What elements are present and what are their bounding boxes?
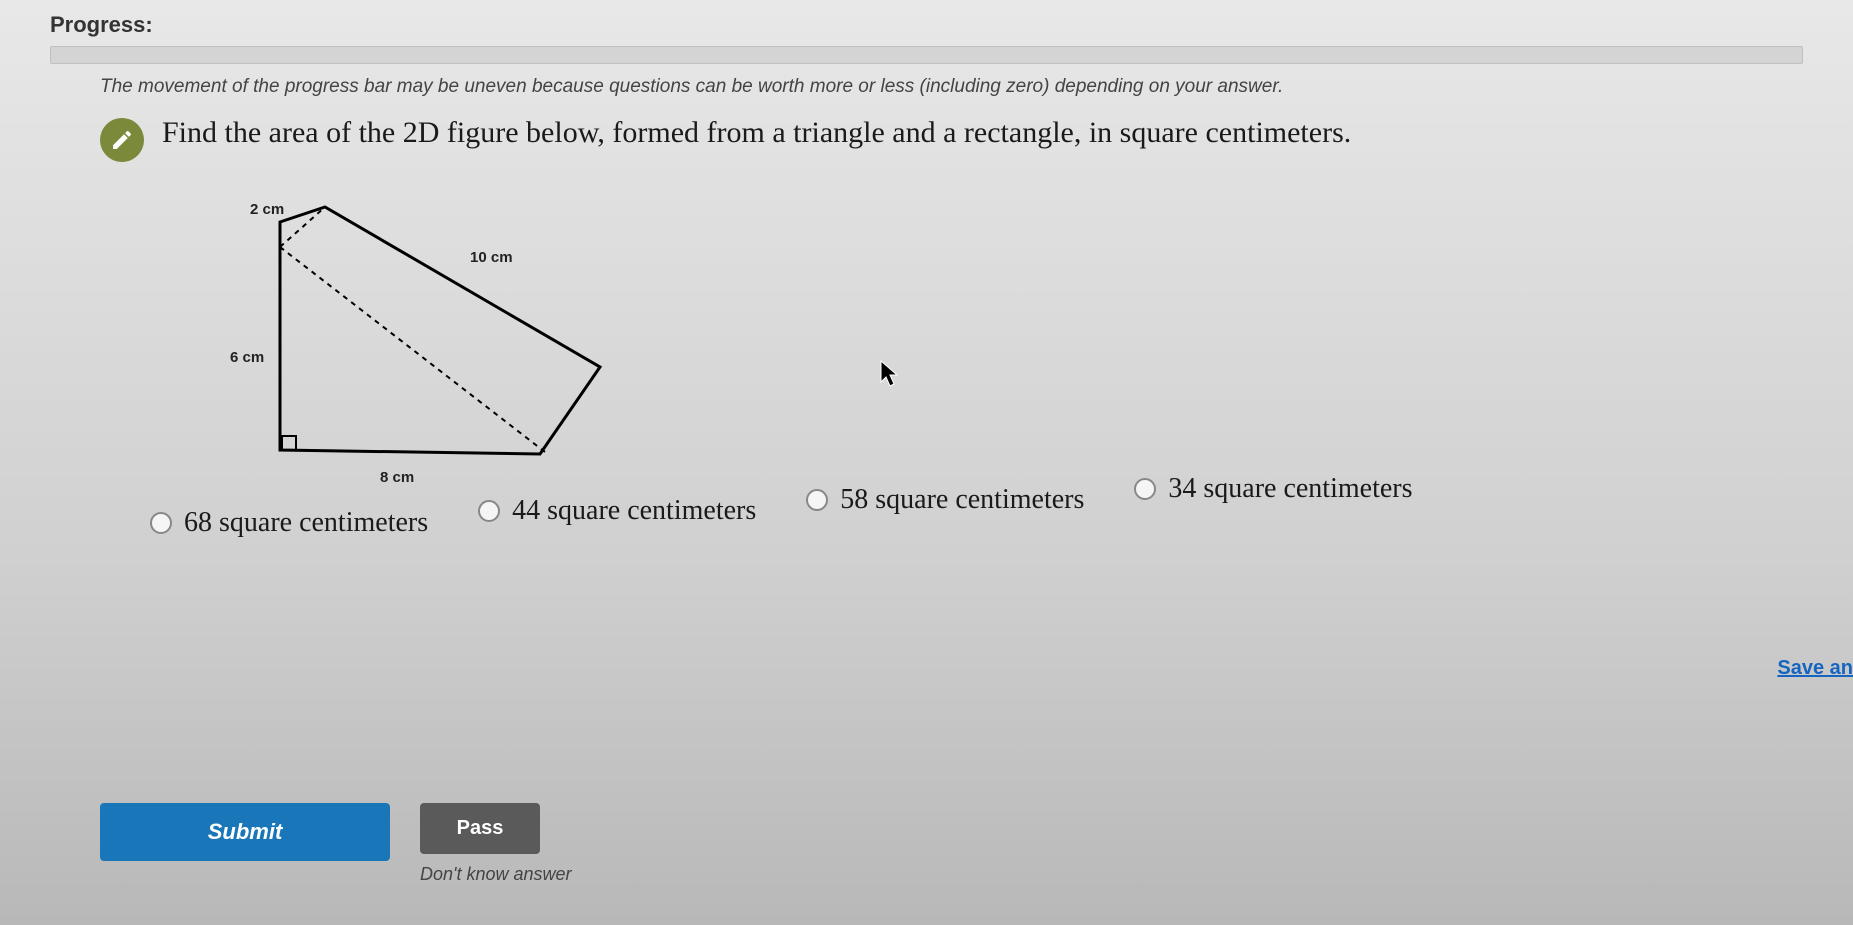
answer-label: 68 square centimeters xyxy=(184,507,428,539)
save-link[interactable]: Save an xyxy=(1777,657,1853,680)
question-row: Find the area of the 2D figure below, fo… xyxy=(0,116,1853,162)
answer-label: 34 square centimeters xyxy=(1168,473,1412,505)
radio-icon xyxy=(806,489,828,511)
bottom-bar: Submit Pass Don't know answer xyxy=(100,803,1823,885)
radio-icon xyxy=(478,500,500,522)
answer-option-2[interactable]: 44 square centimeters xyxy=(478,495,756,527)
figure-label-bottom: 8 cm xyxy=(380,469,414,486)
submit-button[interactable]: Submit xyxy=(100,803,390,861)
answer-option-1[interactable]: 68 square centimeters xyxy=(150,507,428,539)
question-text: Find the area of the 2D figure below, fo… xyxy=(162,116,1351,150)
figure-label-left: 6 cm xyxy=(230,349,264,366)
radio-icon xyxy=(1134,478,1156,500)
dont-know-label: Don't know answer xyxy=(420,864,572,885)
progress-note: The movement of the progress bar may be … xyxy=(0,76,1853,116)
progress-bar xyxy=(50,46,1803,64)
answer-label: 44 square centimeters xyxy=(512,495,756,527)
figure-label-right: 10 cm xyxy=(470,249,513,266)
pencil-icon xyxy=(100,118,144,162)
cursor-icon xyxy=(880,360,900,388)
radio-icon xyxy=(150,512,172,534)
progress-label: Progress: xyxy=(0,0,1853,46)
figure-diagram: 2 cm 10 cm 6 cm 8 cm xyxy=(0,162,1853,517)
answer-option-3[interactable]: 58 square centimeters xyxy=(806,484,1084,516)
answer-label: 58 square centimeters xyxy=(840,484,1084,516)
pass-button[interactable]: Pass xyxy=(420,803,540,854)
answer-option-4[interactable]: 34 square centimeters xyxy=(1134,473,1412,505)
figure-label-top: 2 cm xyxy=(250,201,284,218)
